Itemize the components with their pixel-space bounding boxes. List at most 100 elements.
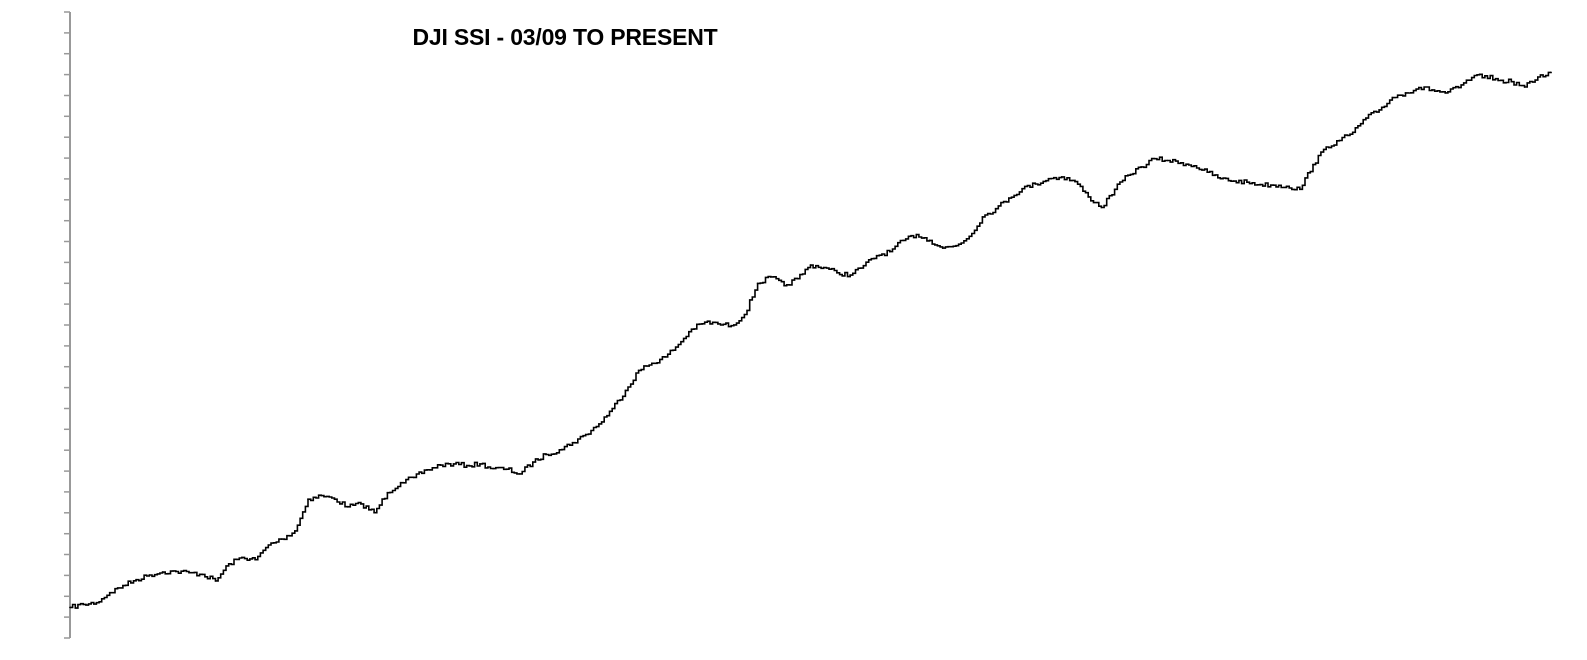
data-point: [849, 274, 851, 276]
chart-title: DJI SSI - 03/09 TO PRESENT: [412, 24, 718, 50]
data-point: [201, 573, 203, 576]
data-point: [624, 389, 627, 392]
data-point: [1206, 171, 1208, 173]
data-point: [889, 250, 891, 253]
data-point: [730, 324, 732, 327]
data-point: [1127, 174, 1129, 176]
data-point: [492, 467, 494, 470]
data-point: [320, 494, 323, 497]
data-point: [1537, 76, 1539, 78]
data-point: [1470, 76, 1473, 79]
data-point: [294, 530, 296, 532]
data-point: [717, 323, 719, 325]
data-point: [214, 580, 217, 582]
data-point: [664, 356, 666, 358]
data-point: [1378, 109, 1380, 111]
data-point: [1034, 183, 1037, 185]
data-point: [875, 254, 878, 257]
data-point: [915, 233, 918, 236]
data-point: [1232, 180, 1235, 182]
data-point: [360, 503, 362, 505]
data-point: [465, 464, 468, 467]
data-point: [148, 574, 151, 576]
data-point: [941, 247, 944, 249]
plot-area: [69, 71, 1552, 609]
data-point: [1497, 79, 1499, 82]
data-point: [1431, 89, 1433, 91]
data-point: [1246, 181, 1248, 183]
data-point: [505, 468, 508, 471]
data-point: [994, 207, 997, 210]
data-point: [333, 498, 336, 501]
data-point: [439, 464, 442, 466]
data-point: [1338, 139, 1341, 142]
data-point: [1418, 86, 1420, 89]
data-point: [836, 272, 838, 274]
data-point: [1285, 185, 1288, 188]
data-point: [227, 563, 230, 565]
data-point: [452, 463, 455, 465]
data-point: [584, 433, 587, 436]
data-point: [69, 606, 71, 609]
data-point: [1047, 177, 1050, 180]
data-point: [1219, 177, 1222, 180]
data-point: [254, 558, 256, 561]
data-point: [1457, 86, 1460, 89]
data-point: [373, 511, 375, 514]
data-point: [1153, 157, 1156, 160]
data-point: [981, 216, 984, 218]
data-point: [545, 453, 547, 456]
data-point: [783, 284, 785, 287]
data-point: [902, 239, 904, 242]
data-point: [267, 544, 270, 546]
data-point: [399, 481, 402, 484]
data-point: [161, 571, 164, 573]
data-point: [1510, 80, 1513, 83]
data-point: [532, 461, 534, 463]
data-point: [346, 506, 349, 508]
data-point: [611, 407, 613, 410]
data-point: [690, 328, 693, 331]
data-point: [571, 441, 574, 444]
data-point: [1074, 180, 1076, 183]
data-point: [809, 264, 812, 266]
data-point: [1365, 117, 1367, 119]
data-point: [1325, 146, 1327, 148]
data-point: [1166, 159, 1169, 162]
data-point: [1008, 197, 1010, 199]
data-point: [1523, 86, 1526, 88]
data-point: [1484, 75, 1486, 77]
data-point: [1312, 163, 1314, 166]
data-point: [413, 476, 415, 479]
data-point: [955, 244, 957, 247]
data-point: [703, 321, 706, 324]
data-point: [1259, 183, 1261, 186]
data-point: [1180, 162, 1182, 164]
data-point: [968, 235, 970, 238]
data-point: [1060, 176, 1063, 178]
data-point: [770, 276, 772, 278]
data-point: [651, 362, 653, 365]
y-axis-ticks: [64, 11, 70, 639]
data-point: [241, 556, 243, 559]
data-point: [307, 498, 309, 501]
data-point: [108, 591, 111, 594]
data-point: [188, 571, 190, 574]
data-point: [426, 469, 428, 471]
data-point: [1299, 188, 1301, 191]
data-point: [1100, 206, 1103, 209]
data-point: [558, 449, 561, 451]
data-point: [1444, 92, 1446, 94]
data-point: [82, 603, 84, 606]
data-point: [479, 463, 481, 465]
data-point: [1550, 71, 1552, 74]
data-point: [928, 239, 931, 242]
data-point: [1140, 166, 1142, 168]
data-point: [1404, 92, 1407, 94]
data-point: [95, 601, 98, 604]
data-point: [598, 423, 600, 425]
data-point: [386, 491, 389, 494]
data-point: [796, 277, 799, 280]
data-point: [756, 282, 759, 285]
